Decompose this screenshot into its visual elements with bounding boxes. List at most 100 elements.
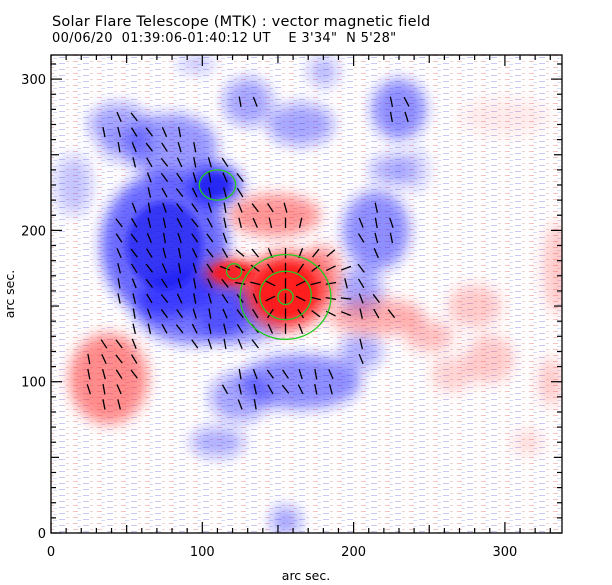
field-vector (191, 248, 198, 259)
negative-region (190, 427, 245, 458)
field-vector (252, 217, 258, 228)
field-vector (265, 280, 276, 287)
field-vector (235, 265, 246, 272)
field-vector (130, 369, 138, 379)
field-vector (266, 308, 274, 319)
field-vector (221, 248, 229, 258)
field-vector (178, 262, 182, 274)
field-vector (357, 278, 365, 289)
field-vector (145, 127, 154, 137)
field-vector (237, 338, 243, 349)
field-vector (223, 338, 227, 350)
positive-region (542, 222, 562, 314)
field-vector (236, 309, 244, 319)
field-vector (131, 142, 137, 153)
field-vector (102, 384, 106, 395)
field-vector (177, 142, 182, 153)
field-vector (267, 384, 274, 395)
field-vector (221, 293, 229, 304)
positive-region (405, 321, 454, 352)
field-vector (115, 233, 123, 243)
field-vector (221, 278, 229, 288)
field-vector (87, 368, 91, 380)
positive-region (538, 357, 562, 406)
field-vector (206, 217, 213, 228)
field-vector (310, 281, 321, 286)
field-vector (131, 278, 137, 289)
field-vector (267, 202, 274, 213)
field-vector (130, 112, 138, 122)
field-vector (130, 233, 138, 243)
field-vector (116, 111, 122, 122)
field-vector (358, 293, 364, 304)
field-vector (251, 308, 259, 319)
field-vector (145, 263, 154, 273)
field-vector (132, 323, 137, 334)
field-vector (236, 172, 244, 182)
field-vector (115, 218, 123, 228)
field-vector (132, 293, 137, 304)
field-vector (237, 399, 243, 410)
field-vector (297, 308, 305, 319)
field-vector (253, 384, 258, 395)
field-vector (404, 111, 409, 123)
field-vector (162, 232, 167, 244)
field-vector (131, 338, 137, 349)
field-vector (234, 281, 246, 285)
field-vector (222, 232, 228, 244)
field-vector (130, 218, 138, 228)
field-vector (359, 308, 363, 319)
field-vector (252, 369, 258, 380)
field-vector (222, 308, 228, 319)
field-vector (266, 263, 274, 273)
field-vector (160, 309, 169, 319)
field-vector (175, 324, 184, 334)
x-axis-label: arc sec. (282, 568, 330, 583)
field-vector (115, 369, 123, 379)
field-vector (236, 187, 244, 198)
field-vector (223, 323, 227, 334)
field-vector (176, 203, 184, 213)
field-vector (130, 127, 138, 137)
field-vector (147, 187, 152, 198)
negative-region (240, 354, 362, 409)
field-vector (373, 308, 380, 319)
axis-ticks (50, 55, 562, 534)
negative-region (398, 148, 430, 192)
field-vector (251, 339, 259, 349)
y-tick-label: 300 (21, 73, 46, 88)
y-axis-label: arc sec. (2, 270, 17, 318)
field-vector (161, 278, 168, 289)
field-vector (358, 353, 364, 365)
negative-region (55, 154, 92, 216)
field-vector (374, 217, 378, 229)
field-vector (101, 354, 107, 365)
field-vector (358, 217, 364, 228)
x-tick-label: 100 (190, 545, 215, 560)
vector-arrows-layer (86, 96, 410, 410)
field-vector (193, 141, 197, 153)
field-vector (253, 399, 257, 410)
negative-region (99, 132, 154, 163)
field-vector (100, 339, 108, 349)
field-vector (191, 339, 199, 349)
field-vector (207, 278, 213, 289)
field-vector (193, 293, 197, 304)
field-vector (344, 278, 348, 289)
field-vector (161, 142, 168, 152)
negative-region (178, 55, 215, 74)
field-vector (192, 263, 197, 274)
field-vector (193, 157, 197, 168)
positive-region (512, 430, 543, 455)
field-vector (374, 232, 379, 244)
field-vector (295, 295, 306, 302)
field-vector (115, 339, 123, 349)
field-vector (374, 202, 379, 213)
field-vector (283, 202, 288, 213)
field-vector (238, 217, 242, 229)
field-vector (326, 249, 336, 257)
field-vector (221, 384, 229, 395)
field-vector (372, 293, 380, 304)
field-vector (298, 217, 303, 229)
